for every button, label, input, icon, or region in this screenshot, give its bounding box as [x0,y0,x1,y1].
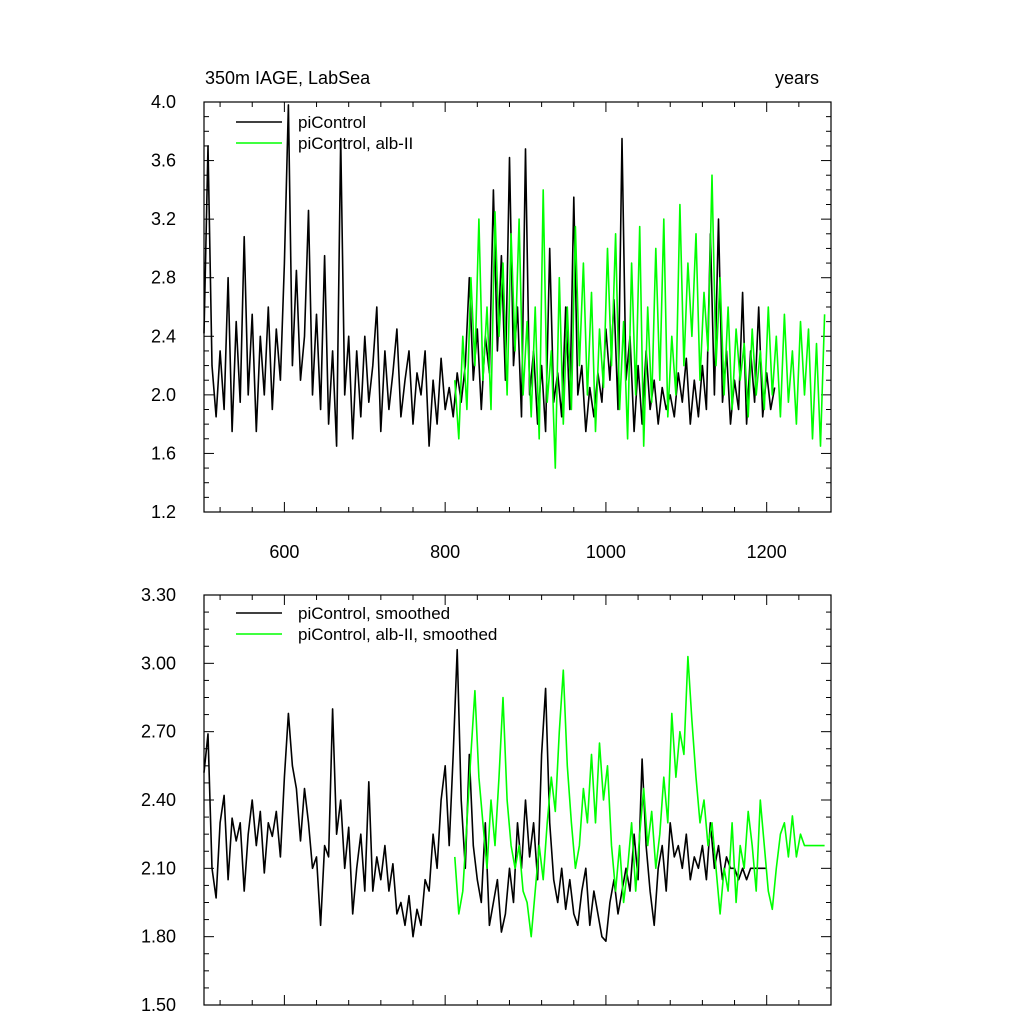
legend-label-picontrol-smoothed: piControl, smoothed [298,604,450,623]
y-tick-label: 3.00 [141,653,176,673]
bottom-legend: piControl, smoothed piControl, alb-II, s… [236,604,497,644]
series-line-picontrol-alb-ii-smoothed [454,655,825,938]
top-panel: 350m IAGE, LabSea years 1.2 1.6 2.0 2.4 2.8 3… [151,68,832,562]
x-tick-label: 800 [430,542,460,562]
y-tick-label: 2.4 [151,326,176,346]
top-title-left: 350m IAGE, LabSea [205,68,371,88]
x-tick-label: 600 [269,542,299,562]
legend-label-alb-ii-smoothed: piControl, alb-II, smoothed [298,625,497,644]
y-tick-label: 3.6 [151,151,176,171]
y-tick-label: 1.50 [141,995,176,1015]
top-title-right: years [775,68,819,88]
y-tick-label: 1.80 [141,927,176,947]
y-tick-label: 2.8 [151,268,176,288]
y-tick-label: 1.2 [151,502,176,522]
x-tick-label: 1200 [747,542,787,562]
legend-label-picontrol: piControl [298,113,366,132]
y-tick-label: 1.6 [151,443,176,463]
y-tick-label: 4.0 [151,92,176,112]
y-tick-label: 2.70 [141,722,176,742]
series-line-picontrol-alb-ii [454,174,826,469]
bottom-series [203,648,825,943]
y-tick-label: 3.2 [151,209,176,229]
y-tick-label: 3.30 [141,585,176,605]
top-ticks: 1.2 1.6 2.0 2.4 2.8 3.2 3.6 4.0 600 800 1000 1200 [151,92,832,562]
x-tick-label: 1000 [586,542,626,562]
y-tick-label: 2.10 [141,858,176,878]
bottom-ticks: 1.50 1.80 2.10 2.40 2.70 3.00 3.30 [141,585,832,1015]
top-legend: piControl piControl, alb-II [236,113,413,153]
legend-label-alb-ii: piControl, alb-II [298,134,413,153]
y-tick-label: 2.40 [141,790,176,810]
series-line-picontrol-smoothed [203,648,767,943]
top-series [203,104,826,469]
y-tick-label: 2.0 [151,385,176,405]
bottom-panel: 1.50 1.80 2.10 2.40 2.70 3.00 3.30 piControl, … [141,585,832,1015]
